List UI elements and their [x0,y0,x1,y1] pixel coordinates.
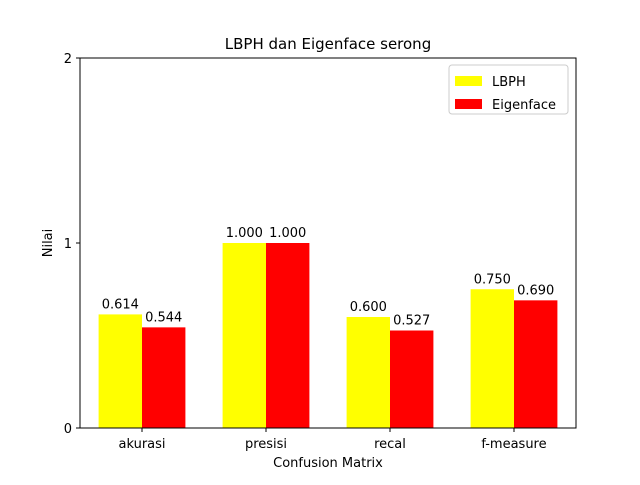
data-label-eigenface-recal: 0.527 [393,314,430,329]
bar-eigenface-presisi [266,243,310,428]
bar-eigenface-akurasi [142,327,186,428]
data-labels-group: 0.614 1.000 0.600 0.750 0.544 1.000 0.527 0.690 [102,226,555,329]
bars-group [98,243,558,428]
bar-lbph-presisi [222,243,266,428]
x-axis: akurasi presisi recal f-measure [118,428,547,452]
legend: LBPH Eigenface [448,64,569,115]
x-tick-label-f-measure: f-measure [481,437,546,452]
x-tick-label-presisi: presisi [245,437,287,452]
legend-label-lbph: LBPH [492,75,526,90]
bar-lbph-recal [346,317,390,428]
legend-swatch-eigenface [455,99,482,109]
y-tick-label: 1 [64,237,72,252]
legend-label-eigenface: Eigenface [492,98,556,113]
data-label-lbph-f-measure: 0.750 [474,272,511,287]
data-label-lbph-presisi: 1.000 [226,226,263,241]
data-label-eigenface-f-measure: 0.690 [517,283,554,298]
data-label-eigenface-presisi: 1.000 [269,226,306,241]
bar-lbph-f-measure [470,289,514,428]
y-axis: 0 1 2 [64,52,80,437]
x-tick-label-akurasi: akurasi [118,437,165,452]
data-label-eigenface-akurasi: 0.544 [145,310,182,325]
y-tick-label: 2 [64,52,72,67]
data-label-lbph-akurasi: 0.614 [102,297,139,312]
data-label-lbph-recal: 0.600 [350,300,387,315]
y-tick-label: 0 [64,422,72,437]
legend-swatch-lbph [455,76,482,86]
chart-title: LBPH dan Eigenface serong [225,35,431,53]
bar-lbph-akurasi [98,314,142,428]
x-axis-label: Confusion Matrix [273,456,383,471]
bar-eigenface-f-measure [514,300,558,428]
x-tick-label-recal: recal [374,437,406,452]
y-axis-label: Nilai [41,229,56,258]
bar-eigenface-recal [390,330,434,428]
